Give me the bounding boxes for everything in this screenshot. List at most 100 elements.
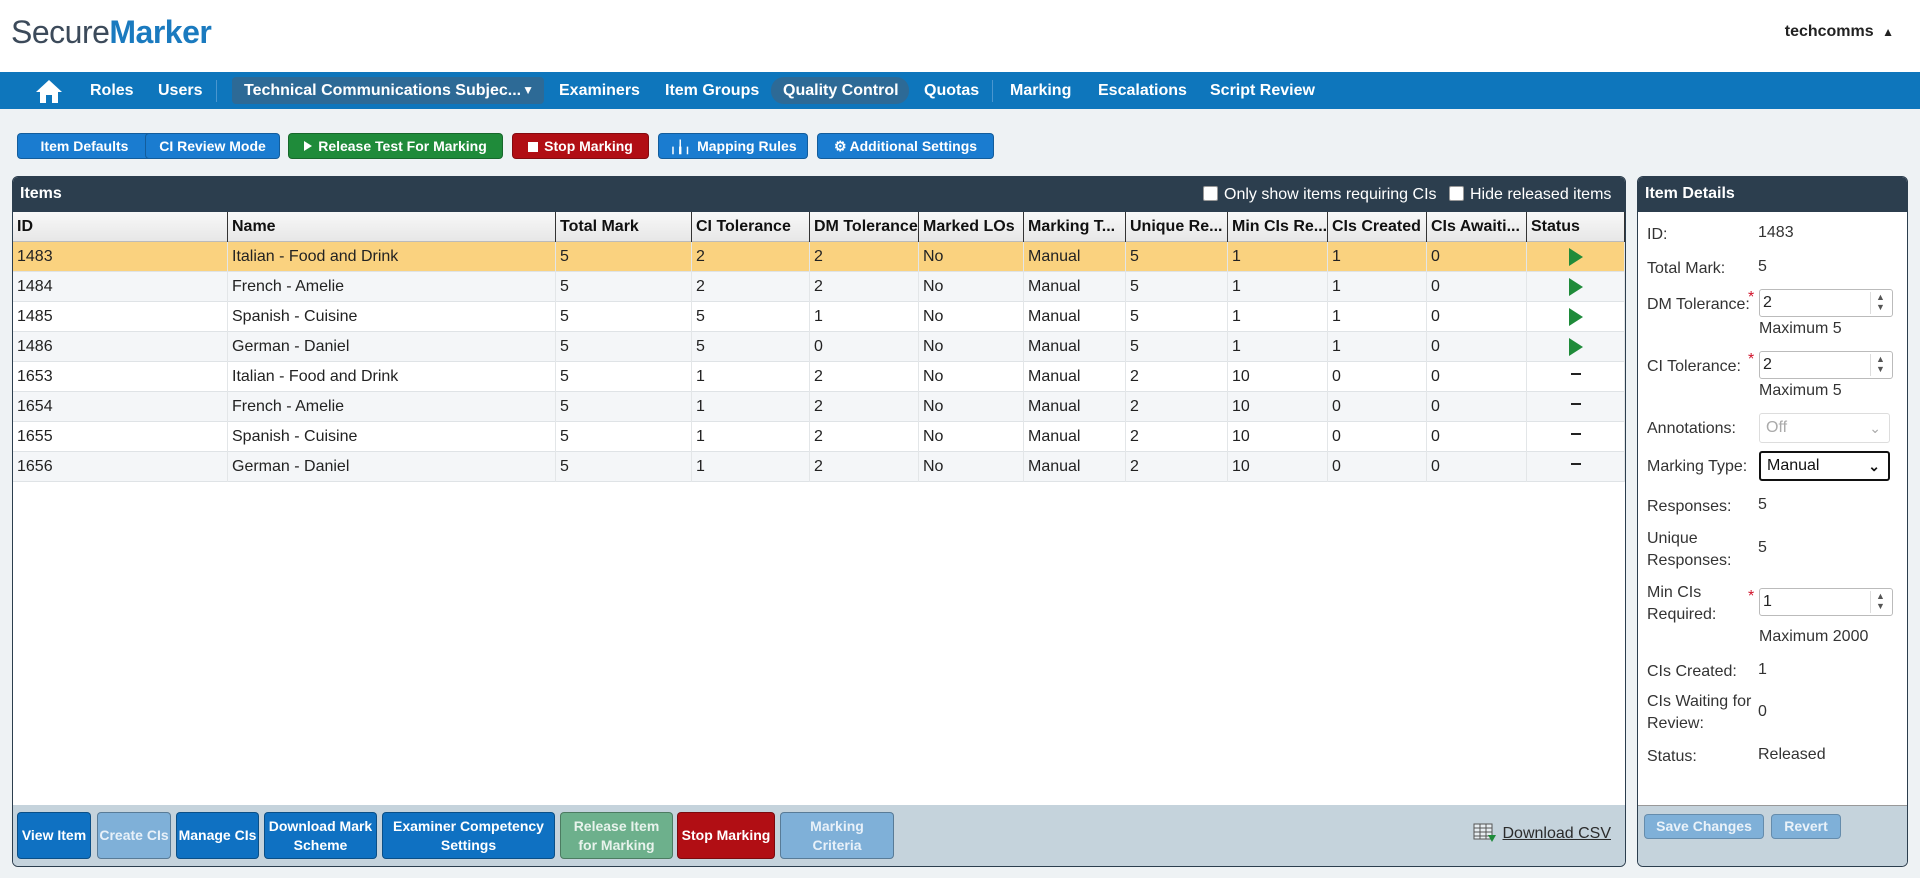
mapping-rules-button[interactable]: ╷╽╷ Mapping Rules xyxy=(658,133,808,159)
spinner-arrows-icon[interactable]: ▲ ▼ xyxy=(1870,292,1890,314)
ci-tolerance-label: CI Tolerance: xyxy=(1647,358,1741,375)
hide-released-filter[interactable]: Hide released items xyxy=(1449,186,1611,204)
required-marker: * xyxy=(1748,289,1755,306)
cis-waiting-value: 0 xyxy=(1758,703,1767,720)
table-cell: 2 xyxy=(1126,392,1228,422)
table-cell: 0 xyxy=(1427,332,1527,362)
table-row[interactable]: 1656 German - Daniel 5 1 2 No Manual 2 10 0 0 xyxy=(13,452,1625,482)
table-cell: 1 xyxy=(1328,242,1427,272)
home-icon[interactable] xyxy=(34,78,64,104)
table-cell: 2 xyxy=(692,242,810,272)
chevron-down-icon: ⌄ xyxy=(1869,420,1881,436)
download-mark-scheme-label-2: Scheme xyxy=(293,836,348,853)
save-changes-label: Save Changes xyxy=(1656,818,1752,834)
stop-marking-item-button[interactable]: Stop Marking xyxy=(677,812,775,859)
nav-marking[interactable]: Marking xyxy=(1010,82,1072,99)
stop-marking-button[interactable]: Stop Marking xyxy=(512,133,649,159)
table-cell: 5 xyxy=(1126,242,1228,272)
table-row[interactable]: 1653 Italian - Food and Drink 5 1 2 No Manual 2… xyxy=(13,362,1625,392)
column-header[interactable]: Marked LOs xyxy=(919,212,1024,242)
nav-escalations[interactable]: Escalations xyxy=(1098,82,1187,99)
nav-quality-control[interactable]: Quality Control xyxy=(783,82,899,99)
column-header[interactable]: CI Tolerance xyxy=(692,212,810,242)
nav-item-groups[interactable]: Item Groups xyxy=(665,82,760,99)
column-header[interactable]: ID xyxy=(13,212,228,242)
nav-quotas[interactable]: Quotas xyxy=(924,82,980,99)
column-header[interactable]: Name xyxy=(228,212,556,242)
table-row[interactable]: 1484 French - Amelie 5 2 2 No Manual 5 1 1 0 xyxy=(13,272,1625,302)
only-requiring-cis-filter[interactable]: Only show items requiring CIs xyxy=(1203,186,1437,204)
examiner-competency-button[interactable]: Examiner Competency Settings xyxy=(382,812,555,859)
marking-type-select[interactable]: Manual ⌄ xyxy=(1759,451,1890,481)
column-header[interactable]: DM Tolerance xyxy=(810,212,919,242)
dm-tolerance-input[interactable]: 2 ▲ ▼ xyxy=(1759,289,1893,317)
column-header[interactable]: CIs Created xyxy=(1328,212,1427,242)
table-cell: 5 xyxy=(556,362,692,392)
hide-released-label: Hide released items xyxy=(1470,186,1612,203)
view-item-button[interactable]: View Item xyxy=(17,812,91,859)
min-cis-value: 1 xyxy=(1763,593,1772,610)
only-requiring-cis-checkbox[interactable] xyxy=(1203,186,1218,201)
items-panel-title: Items xyxy=(20,185,62,202)
spinner-arrows-icon[interactable]: ▲ ▼ xyxy=(1870,354,1890,376)
table-cell: Manual xyxy=(1024,362,1126,392)
table-cell: 1 xyxy=(1328,302,1427,332)
table-cell: 2 xyxy=(810,242,919,272)
additional-settings-button[interactable]: ⚙ Additional Settings xyxy=(817,133,994,159)
nav-users[interactable]: Users xyxy=(158,82,203,99)
table-cell: No xyxy=(919,392,1024,422)
nav-separator xyxy=(992,80,993,102)
download-mark-scheme-button[interactable]: Download Mark Scheme xyxy=(264,812,377,859)
items-panel: Items Only show items requiring CIs Hide… xyxy=(12,176,1626,867)
column-header[interactable]: Min CIs Re... xyxy=(1228,212,1328,242)
user-menu[interactable]: techcomms ▲ xyxy=(1785,23,1894,41)
column-header[interactable]: CIs Awaiti... xyxy=(1427,212,1527,242)
item-defaults-button[interactable]: Item Defaults xyxy=(17,133,152,159)
table-cell: 0 xyxy=(1427,392,1527,422)
release-test-button[interactable]: Release Test For Marking xyxy=(288,133,503,159)
total-mark-label: Total Mark: xyxy=(1647,260,1726,277)
release-item-button[interactable]: Release Item for Marking xyxy=(560,812,673,859)
table-cell: 5 xyxy=(1126,272,1228,302)
table-cell: Manual xyxy=(1024,242,1126,272)
ci-review-mode-button[interactable]: CI Review Mode xyxy=(145,133,280,159)
subject-dropdown[interactable]: Technical Communications Subjec... ▼ xyxy=(232,77,544,104)
column-header[interactable]: Unique Re... xyxy=(1126,212,1228,242)
nav-roles[interactable]: Roles xyxy=(90,82,134,99)
table-row[interactable]: 1483 Italian - Food and Drink 5 2 2 No Manual 5… xyxy=(13,242,1625,272)
table-cell: 1 xyxy=(692,452,810,482)
release-item-label-2: for Marking xyxy=(578,836,655,853)
table-cell: 1483 xyxy=(13,242,228,272)
column-header[interactable]: Marking T... xyxy=(1024,212,1126,242)
stop-marking-item-label: Stop Marking xyxy=(681,827,771,843)
save-changes-button[interactable]: Save Changes xyxy=(1644,814,1764,839)
waveform-icon: ╷╽╷ xyxy=(669,140,692,154)
table-row[interactable]: 1486 German - Daniel 5 5 0 No Manual 5 1 1 0 xyxy=(13,332,1625,362)
revert-button[interactable]: Revert xyxy=(1771,814,1841,839)
cis-waiting-label-2: Review: xyxy=(1647,715,1704,732)
column-header[interactable]: Total Mark xyxy=(556,212,692,242)
download-csv-link[interactable]: Download CSV xyxy=(1473,823,1611,843)
id-label: ID: xyxy=(1647,226,1668,243)
spinner-arrows-icon[interactable]: ▲ ▼ xyxy=(1870,591,1890,613)
manage-cis-button[interactable]: Manage CIs xyxy=(176,812,259,859)
min-cis-input[interactable]: 1 ▲ ▼ xyxy=(1759,588,1893,616)
dash-icon xyxy=(1570,432,1581,435)
nav-examiners[interactable]: Examiners xyxy=(559,82,640,99)
table-cell: Manual xyxy=(1024,302,1126,332)
annotations-select[interactable]: Off ⌄ xyxy=(1759,413,1890,443)
hide-released-checkbox[interactable] xyxy=(1449,186,1464,201)
table-cell: 5 xyxy=(692,302,810,332)
table-row[interactable]: 1654 French - Amelie 5 1 2 No Manual 2 10 0 0 xyxy=(13,392,1625,422)
create-cis-button[interactable]: Create CIs xyxy=(97,812,171,859)
table-row[interactable]: 1655 Spanish - Cuisine 5 1 2 No Manual 2 10 0 0 xyxy=(13,422,1625,452)
marking-criteria-button[interactable]: Marking Criteria xyxy=(780,812,894,859)
column-header[interactable]: Status xyxy=(1527,212,1625,242)
table-cell: 0 xyxy=(1328,362,1427,392)
table-row[interactable]: 1485 Spanish - Cuisine 5 5 1 No Manual 5 1 1 0 xyxy=(13,302,1625,332)
app-logo[interactable]: SecureMarker xyxy=(11,14,212,51)
table-cell: 5 xyxy=(556,422,692,452)
ci-tolerance-input[interactable]: 2 ▲ ▼ xyxy=(1759,351,1893,379)
table-cell: Manual xyxy=(1024,392,1126,422)
nav-script-review[interactable]: Script Review xyxy=(1210,82,1315,99)
